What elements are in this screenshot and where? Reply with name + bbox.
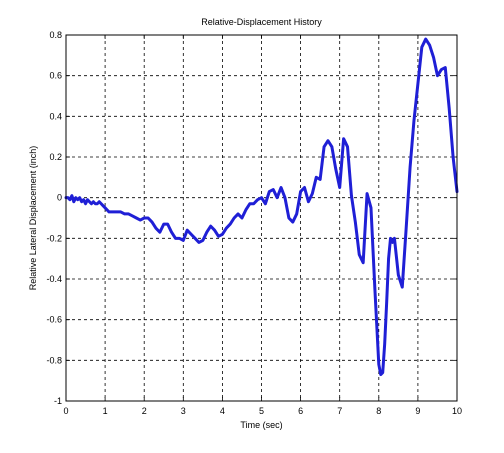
y-axis-title: Relative Lateral Displacement (inch) bbox=[28, 146, 38, 291]
x-tick-labels: 0 1 2 3 4 5 6 7 8 9 10 bbox=[63, 406, 462, 416]
chart-title: Relative-Displacement History bbox=[201, 17, 322, 27]
x-tick-label: 3 bbox=[181, 406, 186, 416]
x-tick-label: 2 bbox=[142, 406, 147, 416]
y-tick-label: -1 bbox=[54, 396, 62, 406]
x-axis-title: Time (sec) bbox=[240, 420, 282, 430]
x-tick-label: 9 bbox=[415, 406, 420, 416]
x-tick-label: 1 bbox=[103, 406, 108, 416]
x-tick-label: 7 bbox=[337, 406, 342, 416]
y-tick-label: 0.6 bbox=[49, 71, 62, 81]
y-tick-label: 0.2 bbox=[49, 152, 62, 162]
y-tick-label: -0.2 bbox=[46, 233, 62, 243]
y-tick-label: -0.8 bbox=[46, 355, 62, 365]
y-tick-label: -0.6 bbox=[46, 315, 62, 325]
x-tick-label: 5 bbox=[259, 406, 264, 416]
displacement-series-line bbox=[64, 37, 459, 377]
y-tick-label: -0.4 bbox=[46, 274, 62, 284]
y-tick-labels: -1 -0.8 -0.6 -0.4 -0.2 0 0.2 0.4 0.6 0.8 bbox=[46, 30, 62, 406]
x-tick-label: 6 bbox=[298, 406, 303, 416]
x-tick-label: 4 bbox=[220, 406, 225, 416]
x-tick-label: 8 bbox=[376, 406, 381, 416]
x-tick-label: 0 bbox=[63, 406, 68, 416]
y-tick-label: 0.4 bbox=[49, 111, 62, 121]
x-tick-label: 10 bbox=[452, 406, 462, 416]
plot-frame bbox=[65, 34, 458, 402]
y-tick-label: 0 bbox=[57, 193, 62, 203]
y-tick-label: 0.8 bbox=[49, 30, 62, 40]
